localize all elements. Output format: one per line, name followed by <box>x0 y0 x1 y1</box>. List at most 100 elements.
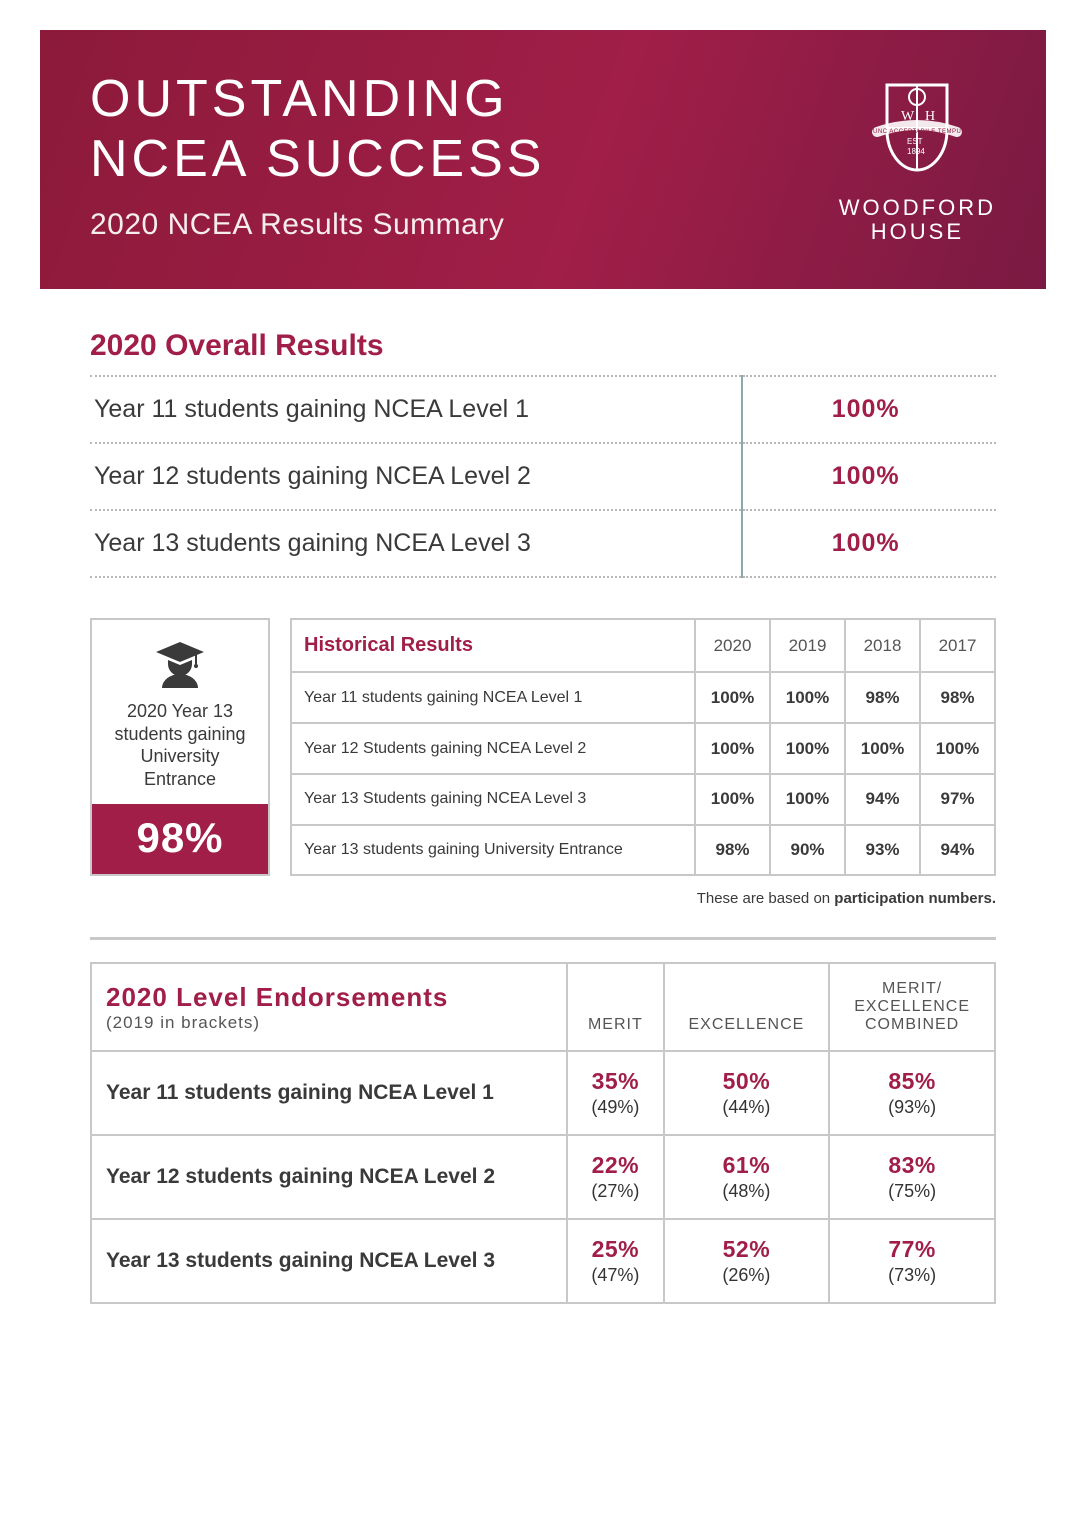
year-header: 2017 <box>920 619 995 672</box>
endorse-cell: 77%(73%) <box>829 1219 995 1303</box>
endorse-cell: 22%(27%) <box>567 1135 663 1219</box>
historical-row-value: 98% <box>920 672 995 723</box>
endorse-value-2020: 25% <box>582 1236 648 1263</box>
historical-row-value: 100% <box>770 672 845 723</box>
ue-value: 98% <box>92 804 268 874</box>
historical-row-label: Year 13 students gaining University Entr… <box>291 825 695 876</box>
endorse-col-header: MERIT/EXCELLENCECOMBINED <box>829 963 995 1051</box>
historical-results-table: Historical Results2020201920182017 Year … <box>290 618 996 876</box>
endorse-title: 2020 Level Endorsements <box>106 982 552 1013</box>
overall-results-title: 2020 Overall Results <box>90 329 996 363</box>
endorse-value-2019: (73%) <box>844 1265 980 1286</box>
historical-row-value: 94% <box>845 774 920 825</box>
endorse-row: Year 11 students gaining NCEA Level 135%… <box>91 1051 995 1135</box>
historical-row: Year 12 Students gaining NCEA Level 2100… <box>291 723 995 774</box>
brand-name-l2: HOUSE <box>871 219 964 244</box>
endorse-value-2020: 50% <box>679 1068 815 1095</box>
endorse-value-2020: 52% <box>679 1236 815 1263</box>
endorse-row-label: Year 12 students gaining NCEA Level 2 <box>91 1135 567 1219</box>
endorse-cell: 61%(48%) <box>664 1135 830 1219</box>
historical-row-value: 100% <box>920 723 995 774</box>
endorse-head-lead: 2020 Level Endorsements(2019 in brackets… <box>91 963 567 1051</box>
historical-row-value: 94% <box>920 825 995 876</box>
historical-row-value: 97% <box>920 774 995 825</box>
endorsements-table: 2020 Level Endorsements(2019 in brackets… <box>90 962 996 1304</box>
divider <box>90 937 996 940</box>
overall-row-label: Year 11 students gaining NCEA Level 1 <box>90 376 742 443</box>
overall-row-label: Year 12 students gaining NCEA Level 2 <box>90 443 742 510</box>
historical-row: Year 11 students gaining NCEA Level 1100… <box>291 672 995 723</box>
endorse-row: Year 13 students gaining NCEA Level 325%… <box>91 1219 995 1303</box>
endorse-cell: 52%(26%) <box>664 1219 830 1303</box>
endorse-value-2020: 61% <box>679 1152 815 1179</box>
endorse-value-2019: (48%) <box>679 1181 815 1202</box>
endorse-value-2020: 85% <box>844 1068 980 1095</box>
school-crest: W H EST 1894 NUNC ACCEPTABILE TEMPUS WOO… <box>839 70 996 244</box>
overall-row: Year 11 students gaining NCEA Level 1100… <box>90 376 996 443</box>
ue-text: 2020 Year 13 students gaining University… <box>104 700 256 790</box>
svg-text:NUNC ACCEPTABILE TEMPUS: NUNC ACCEPTABILE TEMPUS <box>869 129 967 135</box>
svg-text:1894: 1894 <box>907 147 925 156</box>
historical-row-value: 93% <box>845 825 920 876</box>
hero-title: OUTSTANDING NCEA SUCCESS <box>90 70 839 190</box>
hero-title-line2: NCEA SUCCESS <box>90 130 545 188</box>
endorse-cell: 25%(47%) <box>567 1219 663 1303</box>
endorse-value-2019: (49%) <box>582 1097 648 1118</box>
overall-row-value: 100% <box>742 510 996 577</box>
historical-row: Year 13 students gaining University Entr… <box>291 825 995 876</box>
endorse-cell: 50%(44%) <box>664 1051 830 1135</box>
endorse-value-2019: (75%) <box>844 1181 980 1202</box>
endorse-value-2020: 83% <box>844 1152 980 1179</box>
historical-row-value: 100% <box>845 723 920 774</box>
endorse-value-2019: (44%) <box>679 1097 815 1118</box>
historical-row-value: 100% <box>770 774 845 825</box>
historical-row-value: 100% <box>695 672 770 723</box>
historical-row-value: 100% <box>770 723 845 774</box>
historical-row-label: Year 11 students gaining NCEA Level 1 <box>291 672 695 723</box>
overall-row-value: 100% <box>742 376 996 443</box>
overall-row-label: Year 13 students gaining NCEA Level 3 <box>90 510 742 577</box>
historical-row-label: Year 12 Students gaining NCEA Level 2 <box>291 723 695 774</box>
year-header: 2018 <box>845 619 920 672</box>
endorse-value-2019: (93%) <box>844 1097 980 1118</box>
hero-title-line1: OUTSTANDING <box>90 70 509 128</box>
endorse-value-2020: 77% <box>844 1236 980 1263</box>
year-header: 2020 <box>695 619 770 672</box>
endorse-value-2019: (27%) <box>582 1181 648 1202</box>
historical-row-label: Year 13 Students gaining NCEA Level 3 <box>291 774 695 825</box>
historical-row-value: 100% <box>695 774 770 825</box>
year-header: 2019 <box>770 619 845 672</box>
participation-footnote: These are based on participation numbers… <box>90 890 996 907</box>
brand-name-l1: WOODFORD <box>839 195 996 220</box>
endorse-col-header: EXCELLENCE <box>664 963 830 1051</box>
hero-subtitle: 2020 NCEA Results Summary <box>90 208 839 242</box>
endorse-value-2020: 22% <box>582 1152 648 1179</box>
university-entrance-box: 2020 Year 13 students gaining University… <box>90 618 270 876</box>
overall-row: Year 12 students gaining NCEA Level 2100… <box>90 443 996 510</box>
hero-banner: OUTSTANDING NCEA SUCCESS 2020 NCEA Resul… <box>40 30 1046 289</box>
overall-row-value: 100% <box>742 443 996 510</box>
endorse-cell: 83%(75%) <box>829 1135 995 1219</box>
footnote-strong: participation numbers. <box>834 890 996 907</box>
endorse-value-2019: (26%) <box>679 1265 815 1286</box>
historical-row-value: 100% <box>695 723 770 774</box>
endorse-row-label: Year 13 students gaining NCEA Level 3 <box>91 1219 567 1303</box>
endorse-row-label: Year 11 students gaining NCEA Level 1 <box>91 1051 567 1135</box>
endorse-col-header: MERIT <box>567 963 663 1051</box>
shield-icon: W H EST 1894 NUNC ACCEPTABILE TEMPUS <box>857 70 977 190</box>
endorse-subtitle: (2019 in brackets) <box>106 1013 260 1032</box>
footnote-pre: These are based on <box>697 890 835 907</box>
historical-row-value: 90% <box>770 825 845 876</box>
overall-results-table: Year 11 students gaining NCEA Level 1100… <box>90 375 996 578</box>
historical-row-value: 98% <box>695 825 770 876</box>
endorse-value-2019: (47%) <box>582 1265 648 1286</box>
historical-title: Historical Results <box>291 619 695 672</box>
svg-text:EST: EST <box>907 137 923 146</box>
graduate-icon <box>152 638 208 690</box>
endorse-cell: 85%(93%) <box>829 1051 995 1135</box>
endorse-cell: 35%(49%) <box>567 1051 663 1135</box>
endorse-value-2020: 35% <box>582 1068 648 1095</box>
historical-row: Year 13 Students gaining NCEA Level 3100… <box>291 774 995 825</box>
historical-row-value: 98% <box>845 672 920 723</box>
overall-row: Year 13 students gaining NCEA Level 3100… <box>90 510 996 577</box>
